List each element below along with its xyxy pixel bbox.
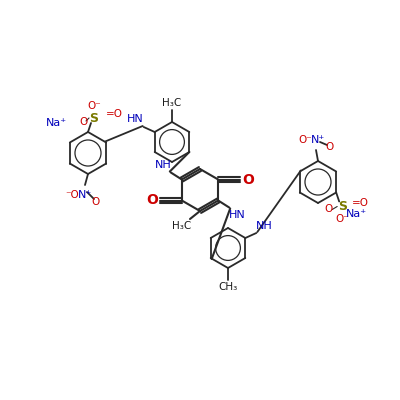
Text: O: O <box>325 142 333 152</box>
Text: S: S <box>338 200 347 213</box>
Text: O: O <box>80 117 88 127</box>
Text: NH: NH <box>154 160 171 170</box>
Text: O: O <box>324 204 332 214</box>
Text: O: O <box>146 194 158 208</box>
Text: O⁻: O⁻ <box>87 101 101 111</box>
Text: HN: HN <box>127 114 144 124</box>
Text: Na⁺: Na⁺ <box>46 118 66 128</box>
Text: CH₃: CH₃ <box>218 282 238 292</box>
Text: HN: HN <box>229 210 246 220</box>
Text: S: S <box>90 112 98 124</box>
Text: N⁺: N⁺ <box>78 190 92 200</box>
Text: Na⁺: Na⁺ <box>346 209 366 219</box>
Text: ⁻O: ⁻O <box>65 190 79 200</box>
Text: =O: =O <box>106 109 123 119</box>
Text: O⁻: O⁻ <box>298 135 312 145</box>
Text: N⁺: N⁺ <box>311 135 325 145</box>
Text: O: O <box>92 197 100 207</box>
Text: O: O <box>242 172 254 186</box>
Text: O⁻: O⁻ <box>335 214 349 224</box>
Text: H₃C: H₃C <box>162 98 182 108</box>
Text: =O: =O <box>352 198 369 208</box>
Text: H₃C: H₃C <box>172 221 192 231</box>
Text: NH: NH <box>256 221 273 231</box>
